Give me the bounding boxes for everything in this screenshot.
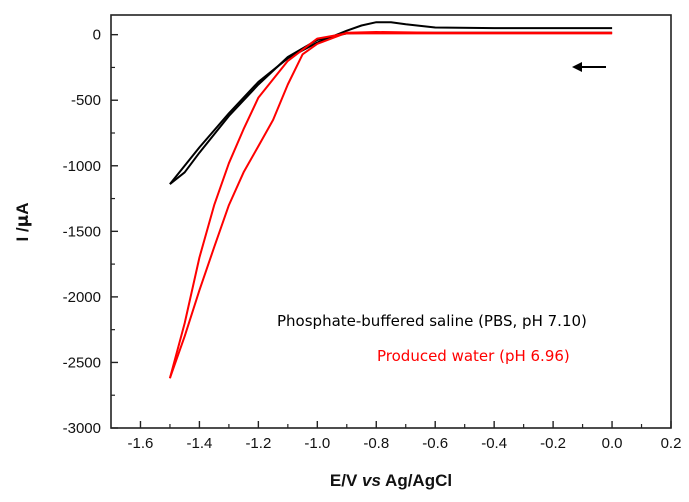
series-layer: [168, 21, 613, 379]
x-tick-label: 0.2: [661, 435, 682, 452]
axis-tick-labels: -1.6 -1.4 -1.2 -1.0 -0.8 -0.6 -0.4 -0.2 0.0 0.2 0 -…: [63, 27, 682, 452]
x-tick-label: -0.8: [363, 435, 389, 452]
y-axis-title-part-3: A: [13, 203, 32, 215]
legend-entry-produced-water: Produced water (pH 6.96): [377, 347, 570, 365]
y-tick-label: -3000: [63, 420, 101, 437]
y-tick-label: -500: [71, 92, 101, 109]
y-tick-label: -2500: [63, 354, 101, 371]
y-tick-label: -1500: [63, 223, 101, 240]
y-axis-title: I /μA: [13, 203, 33, 242]
x-tick-label: -1.6: [128, 435, 154, 452]
plot-frame: [110, 14, 672, 429]
x-axis-title-part-3: Ag/AgCl: [381, 471, 452, 490]
y-tick-label: -2000: [63, 289, 101, 306]
series-line-pbs-reverse: [169, 31, 613, 185]
x-tick-label: 0.0: [602, 435, 623, 452]
y-axis-title-part-1: I /: [13, 227, 32, 241]
x-tick-label: -1.2: [245, 435, 271, 452]
x-tick-label: -1.4: [186, 435, 212, 452]
series-line-produced-water-reverse: [168, 32, 613, 379]
y-tick-label: -1000: [63, 158, 101, 175]
x-tick-label: -0.4: [481, 435, 507, 452]
axis-ticks: [111, 33, 672, 429]
x-tick-label: -0.6: [422, 435, 448, 452]
x-axis-title: E/V vs Ag/AgCl: [330, 471, 452, 490]
legend-entry-pbs: Phosphate-buffered saline (PBS, pH 7.10): [277, 312, 587, 330]
series-line-pbs-forward: [169, 21, 613, 185]
y-axis-title-part-2: μ: [13, 215, 33, 228]
x-tick-label: -1.0: [304, 435, 330, 452]
x-tick-label: -0.2: [540, 435, 566, 452]
x-axis-title-part-2: vs: [362, 471, 381, 490]
y-tick-label: 0: [93, 27, 101, 44]
x-axis-title-part-1: E/V: [330, 471, 362, 490]
scan-direction-arrow: [572, 62, 606, 72]
